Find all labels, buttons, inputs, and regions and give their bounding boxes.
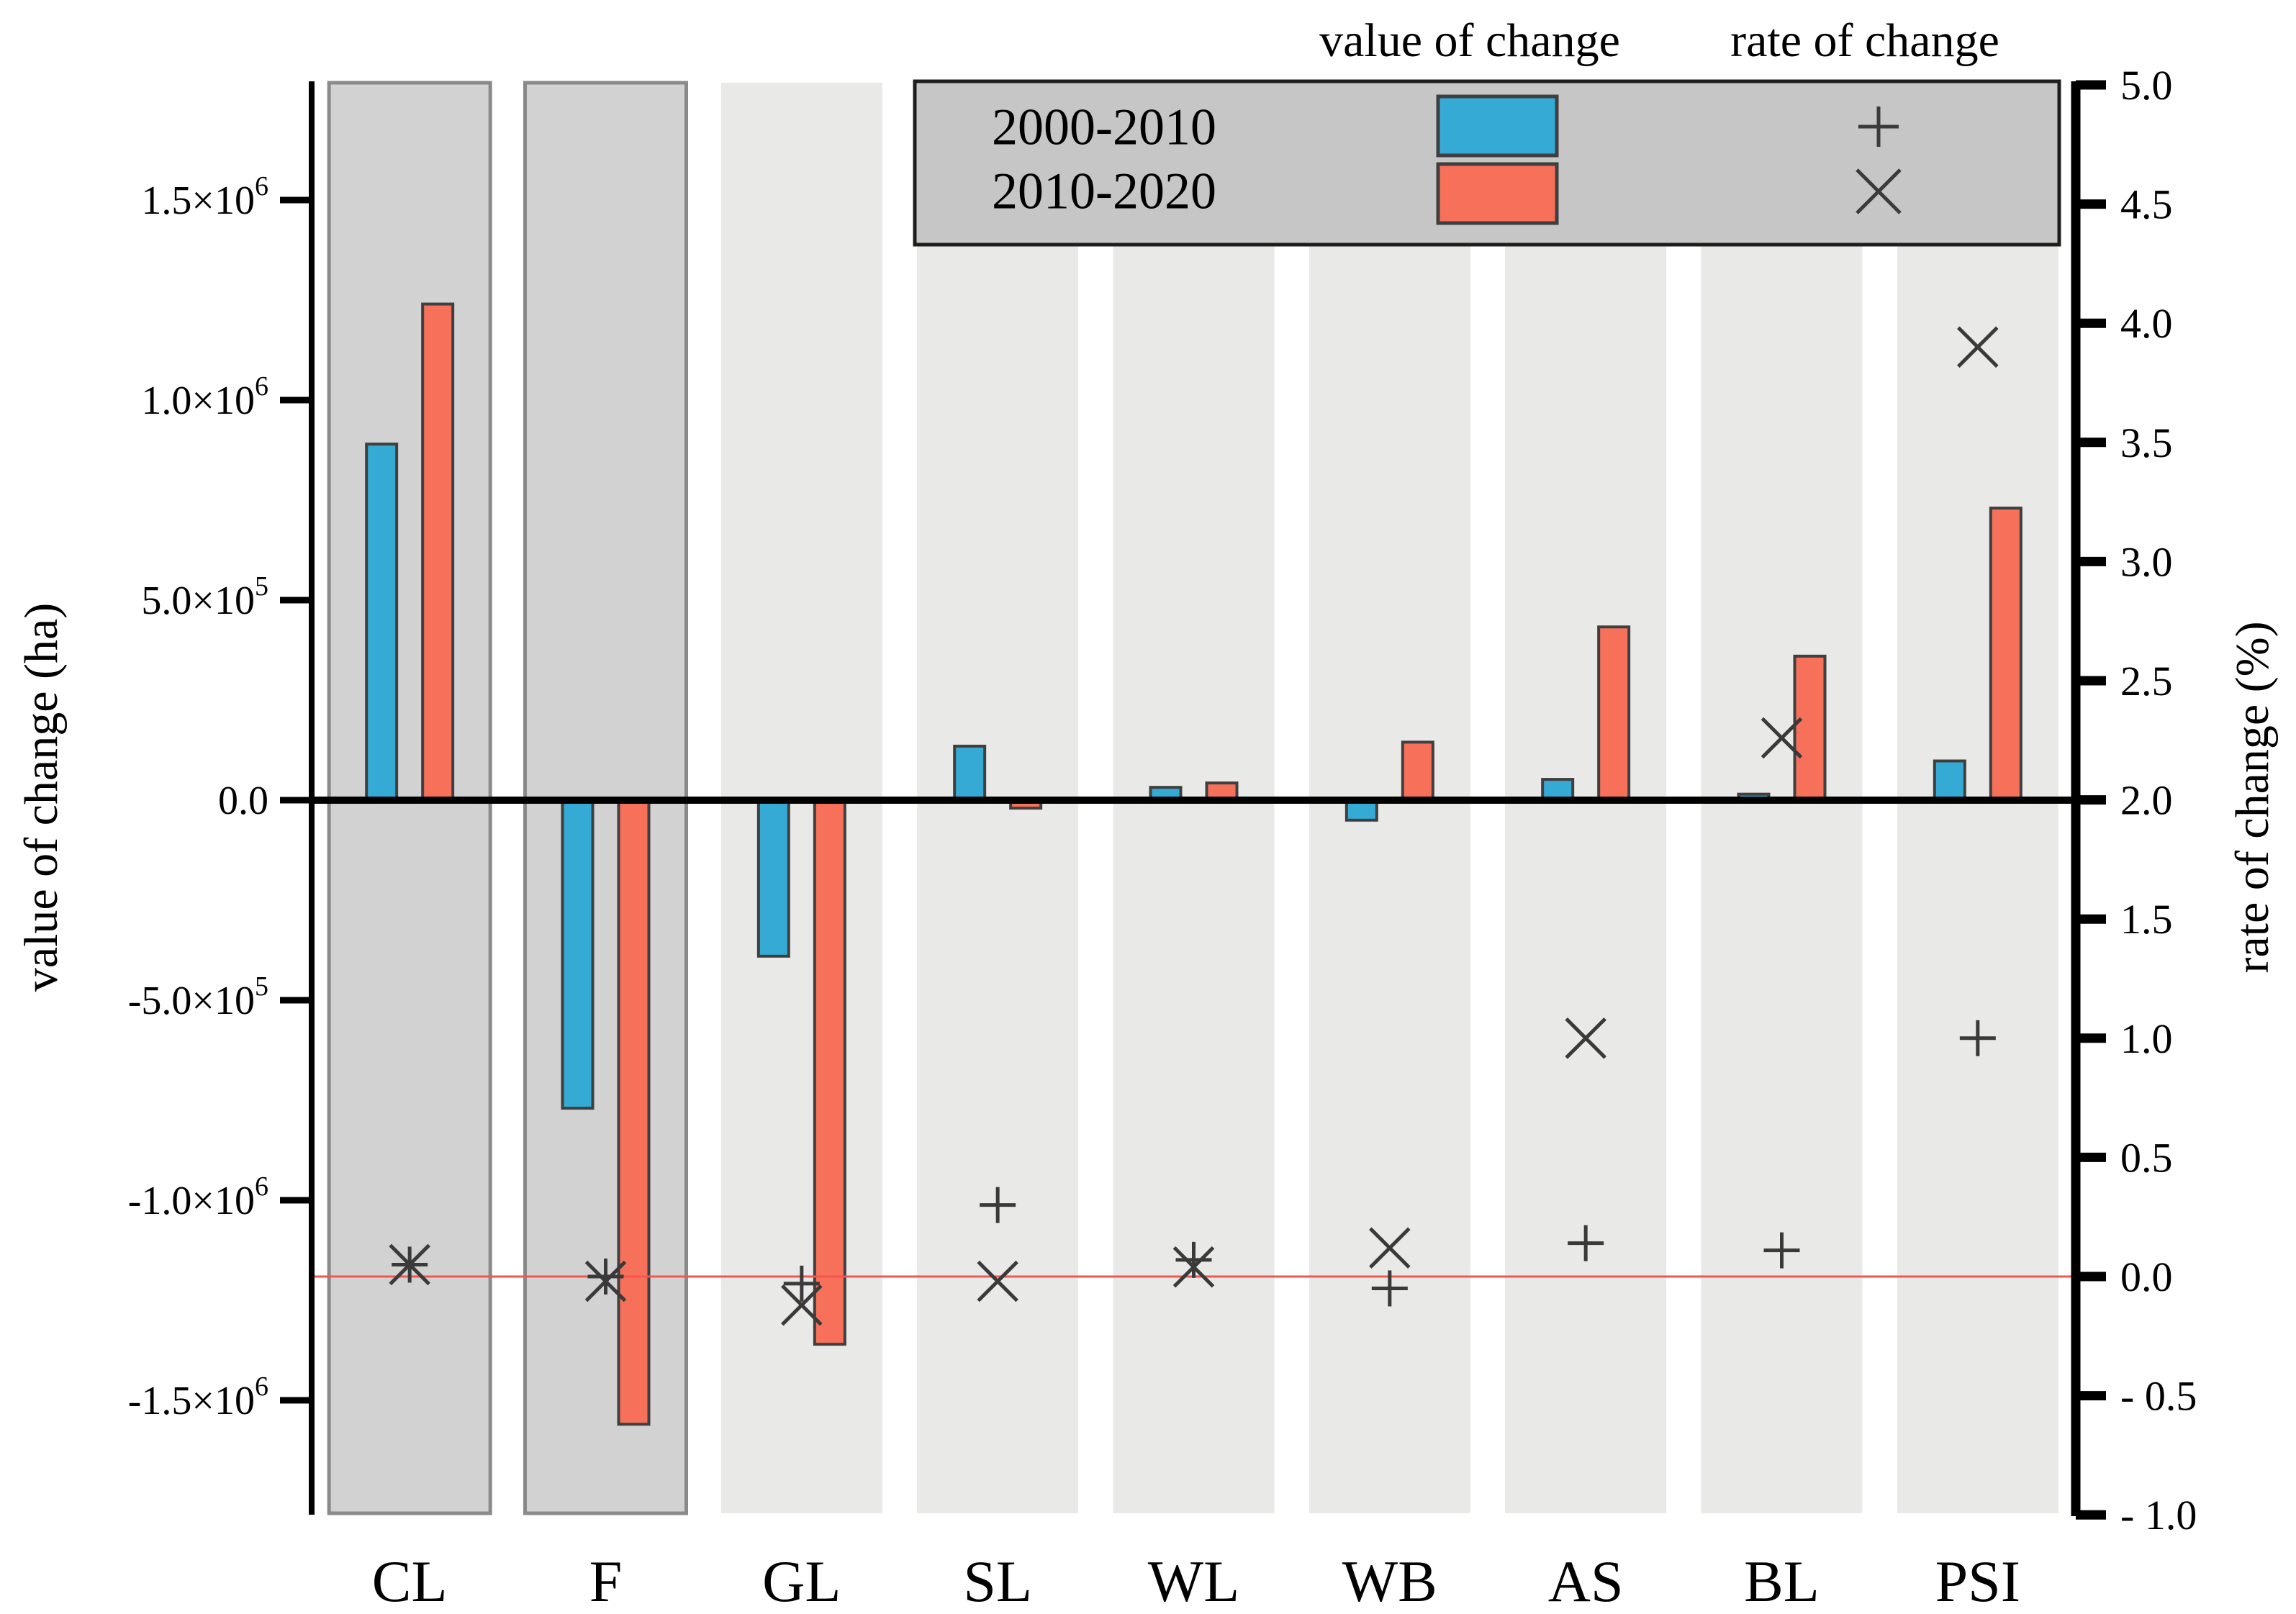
bar-2010-2020-AS — [1597, 625, 1631, 802]
bar-2010-2020-CL — [421, 302, 455, 802]
plus-marker-WL — [1175, 1241, 1212, 1278]
cross-marker-GL — [781, 1284, 823, 1326]
category-label-BL: BL — [1744, 1549, 1820, 1614]
cross-marker-F — [584, 1260, 627, 1302]
cross-2 — [977, 1260, 1018, 1302]
legend-swatch-2000-2010 — [1436, 94, 1559, 158]
cross-marker-AS — [1565, 1017, 1606, 1059]
left-tick-label: -1.5×106 — [128, 1372, 268, 1423]
category-label-WL: WL — [1148, 1549, 1239, 1614]
left-tick-label: 0.0 — [218, 779, 268, 823]
right-tick-label: 3.0 — [2120, 538, 2173, 585]
cross-marker-SL — [977, 1260, 1018, 1302]
legend-header-rate-of-change: rate of change — [1730, 14, 1999, 67]
plus-marker-GL — [783, 1265, 820, 1302]
left-tick-label: 5.0×105 — [141, 571, 268, 623]
bar-2000-2010-PSI — [1933, 759, 1966, 802]
category-labels: CL F GL SL WL WB AS BL PSI — [372, 1549, 2020, 1614]
left-tick-label: 1.5×106 — [141, 171, 268, 223]
legend-cross-marker — [1856, 168, 1902, 214]
plus-marker-WB — [1371, 1270, 1408, 1307]
cross-marker-WB — [1369, 1227, 1411, 1269]
right-tick-label: 3.5 — [2120, 420, 2173, 466]
left-axis-title: value of change (ha) — [15, 602, 68, 992]
legend-plus-marker — [1858, 106, 1899, 147]
cross-2 — [1369, 1227, 1411, 1269]
right-tick-label: 1.5 — [2120, 896, 2173, 943]
cross-marker-CL — [389, 1243, 430, 1286]
bar-2000-2010-CL — [365, 443, 399, 802]
category-label-CL: CL — [372, 1549, 448, 1614]
right-tick-label: - 0.5 — [2120, 1373, 2197, 1420]
plus-marker-SL — [980, 1187, 1016, 1223]
cross-2 — [1172, 1246, 1215, 1288]
rate-markers — [389, 326, 1999, 1326]
cross-marker-WL — [1172, 1246, 1215, 1288]
bar-2010-2020-PSI — [1989, 507, 2022, 802]
bar-2010-2020-F — [617, 799, 651, 1426]
legend-swatch-2010-2020 — [1436, 162, 1559, 225]
cross-2 — [1761, 717, 1803, 759]
legend-header-value-of-change: value of change — [1319, 14, 1620, 67]
right-tick-label: 2.0 — [2120, 777, 2173, 824]
category-label-PSI: PSI — [1935, 1549, 2021, 1614]
cross-marker-PSI — [1957, 326, 1999, 368]
category-label-GL: GL — [762, 1549, 841, 1614]
left-tick-label: -5.0×105 — [128, 971, 268, 1023]
legend-row-label-2000-2010: 2000-2010 — [992, 98, 1216, 156]
right-tick-label: 5.0 — [2120, 62, 2173, 109]
cross-marker-BL — [1761, 717, 1803, 759]
bar-2010-2020-WB — [1401, 740, 1434, 802]
plus-marker-PSI — [1959, 1020, 1996, 1056]
cross-2 — [389, 1243, 430, 1286]
right-tick-label: 1.0 — [2120, 1015, 2173, 1062]
right-tick-label: 4.0 — [2120, 300, 2173, 347]
category-label-WB: WB — [1342, 1549, 1437, 1614]
plus-marker-BL — [1763, 1232, 1800, 1269]
cross-2 — [584, 1260, 627, 1302]
plus-marker-AS — [1568, 1225, 1604, 1261]
category-label-SL: SL — [963, 1549, 1032, 1614]
right-tick-label: 0.5 — [2120, 1134, 2173, 1181]
cross-2 — [1856, 168, 1902, 214]
right-axis-title: rate of change (%) — [2226, 621, 2279, 974]
bar-2000-2010-GL — [756, 799, 790, 958]
right-tick-label: - 1.0 — [2120, 1492, 2197, 1538]
axes: 1.5×106 1.0×106 5.0×105 0.0 -5.0×105 -1.0×106… — [128, 62, 2197, 1538]
left-tick-label: -1.0×106 — [128, 1171, 268, 1223]
plus-marker-F — [587, 1259, 624, 1295]
right-tick-label: 4.5 — [2120, 181, 2173, 228]
right-tick-label: 0.0 — [2120, 1253, 2173, 1300]
legend-row-label-2010-2020: 2010-2020 — [992, 162, 1216, 220]
category-label-F: F — [589, 1549, 623, 1614]
category-label-AS: AS — [1548, 1549, 1624, 1614]
left-tick-label: 1.0×106 — [141, 371, 268, 423]
bar-2000-2010-SL — [953, 744, 987, 802]
bar-2000-2010-F — [561, 799, 595, 1110]
legend — [913, 79, 2061, 247]
right-tick-label: 2.5 — [2120, 658, 2173, 704]
bar-2010-2020-GL — [813, 799, 846, 1346]
bar-2010-2020-BL — [1793, 654, 1827, 802]
cross-2 — [1565, 1017, 1606, 1059]
cross-2 — [1957, 326, 1999, 368]
cross-2 — [781, 1284, 823, 1326]
